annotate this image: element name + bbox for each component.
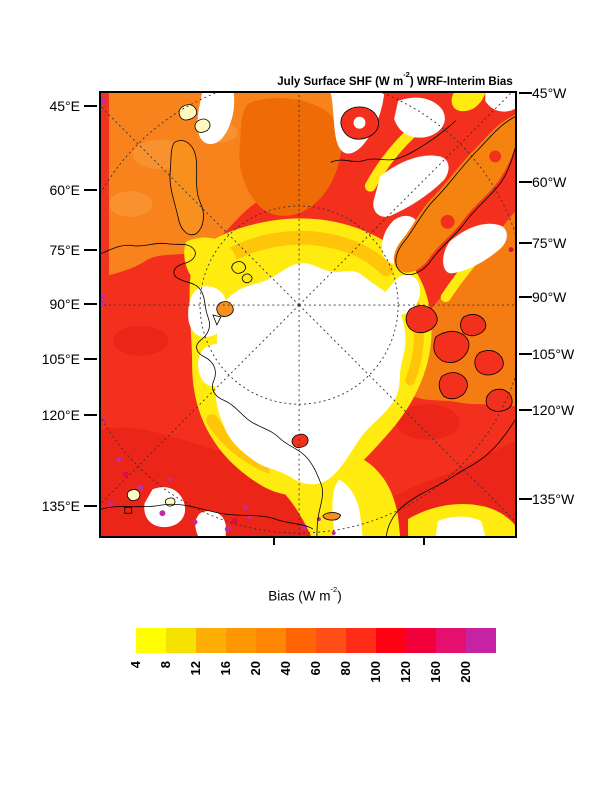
colorbar	[136, 628, 496, 653]
colorbar-cell	[166, 628, 196, 653]
colorbar-cell	[346, 628, 376, 653]
axis-tick-left	[84, 358, 97, 360]
crimson-accents	[122, 247, 514, 525]
colorbar-tick-label: 80	[338, 661, 353, 676]
map-panel	[99, 91, 517, 538]
colorbar-cell	[136, 628, 166, 653]
colorbar-cell	[376, 628, 406, 653]
axis-tick-right	[519, 242, 532, 244]
colorbar-cell	[196, 628, 226, 653]
colorbar-title-superscript: -2	[330, 585, 338, 594]
colorbar-tick-label: 100	[368, 661, 383, 683]
colorbar-tick-label: 40	[278, 661, 293, 676]
map-field	[101, 93, 515, 536]
colorbar-cell	[406, 628, 436, 653]
axis-label-east: 120°E	[41, 407, 80, 423]
map-svg	[101, 93, 515, 536]
axis-tick-bottom	[273, 538, 275, 545]
colorbar-cell	[466, 628, 496, 653]
axis-label-west: 90°W	[532, 289, 567, 305]
axis-label-east: 105°E	[41, 351, 80, 367]
colorbar-cell	[226, 628, 256, 653]
axis-tick-right	[519, 353, 532, 355]
axis-label-west: 135°W	[532, 491, 575, 507]
axis-label-west: 105°W	[532, 346, 575, 362]
axis-label-west: 75°W	[532, 235, 567, 251]
axis-tick-bottom	[423, 538, 425, 545]
axis-label-east: 135°E	[41, 498, 80, 514]
axis-label-east: 75°E	[49, 242, 80, 258]
figure-title-superscript: -2	[403, 70, 410, 79]
colorbar-tick-label: 120	[398, 661, 413, 683]
colorbar-title: Bias (W m-2)	[205, 585, 405, 604]
colorbar-cell	[316, 628, 346, 653]
axis-tick-left	[84, 189, 97, 191]
graticule	[101, 93, 515, 536]
colorbar-tick-label: 20	[248, 661, 263, 676]
axis-label-east: 45°E	[49, 98, 80, 114]
archipelago-islands	[405, 305, 513, 412]
colorbar-tick-label: 60	[308, 661, 323, 676]
colorbar-tick-label: 8	[158, 661, 173, 669]
greenland-ridge	[393, 114, 515, 273]
axis-tick-left	[84, 505, 97, 507]
axis-label-east: 60°E	[49, 182, 80, 198]
colorbar-title-text: Bias (W m	[268, 588, 331, 604]
colorbar-tick-label: 12	[188, 661, 203, 676]
novaya-zemlya	[169, 140, 204, 236]
colorbar-cell	[256, 628, 286, 653]
axis-tick-left	[84, 105, 97, 107]
polar-cap-white	[215, 263, 406, 485]
field-orange-core	[239, 98, 342, 216]
axis-tick-right	[519, 181, 532, 183]
colorbar-tick-label: 16	[218, 661, 233, 676]
colorbar-tick-label: 200	[458, 661, 473, 683]
axis-tick-left	[84, 414, 97, 416]
figure-title: July Surface SHF (W m-2) WRF-Interim Bia…	[247, 70, 543, 88]
small-islands	[126, 104, 211, 507]
axis-tick-left	[84, 303, 97, 305]
colorbar-cell	[436, 628, 466, 653]
figure-title-suffix: ) WRF-Interim Bias	[409, 75, 513, 88]
axis-tick-right	[519, 409, 532, 411]
axis-label-west: 120°W	[532, 402, 575, 418]
colorbar-cell	[286, 628, 316, 653]
coastlines	[101, 116, 515, 536]
axis-tick-left	[84, 249, 97, 251]
colorbar-tick-label: 4	[128, 661, 143, 669]
axis-label-west: 45°W	[532, 85, 567, 101]
axis-tick-right	[519, 92, 532, 94]
axis-tick-right	[519, 498, 532, 500]
axis-label-west: 60°W	[532, 174, 567, 190]
axis-label-east: 90°E	[49, 296, 80, 312]
colorbar-tick-label: 160	[428, 661, 443, 683]
axis-tick-right	[519, 296, 532, 298]
figure-title-text: July Surface SHF (W m	[277, 75, 404, 88]
colorbar-title-suffix: )	[337, 588, 342, 604]
